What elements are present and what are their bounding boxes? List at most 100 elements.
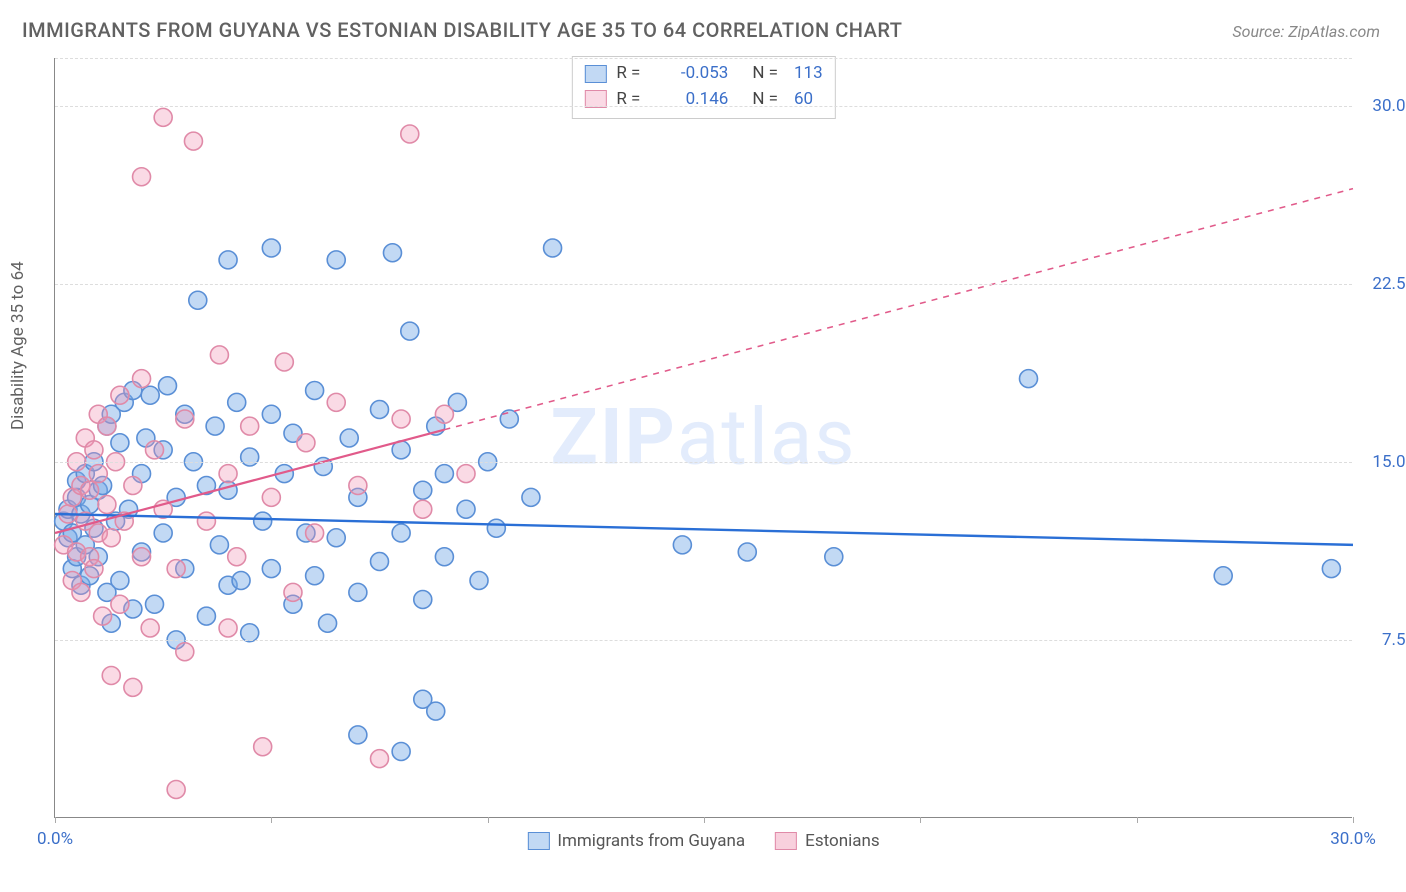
y-tick-label: 15.0% [1372,452,1406,472]
x-tick [488,817,489,823]
data-point [133,168,151,186]
x-tick-label: 0.0% [37,829,73,849]
data-point [167,560,185,578]
data-point [457,500,475,518]
data-point [176,410,194,428]
data-point [228,548,246,566]
data-point [206,417,224,435]
data-point [262,405,280,423]
data-point [158,377,176,395]
data-point [111,572,129,590]
data-point [189,291,207,309]
data-point [141,619,159,637]
gridline [55,462,1352,463]
plot-area: ZIPatlas R =-0.053N =113R =0.146N =60 Im… [54,58,1352,818]
data-point [392,524,410,542]
data-point [154,524,172,542]
data-point [141,386,159,404]
x-tick [1137,817,1138,823]
data-point [297,434,315,452]
data-point [544,239,562,257]
data-point [219,619,237,637]
x-tick [55,817,56,823]
data-point [210,346,228,364]
data-point [98,496,116,514]
data-point [262,560,280,578]
legend-item: Estonians [775,831,879,851]
data-point [487,519,505,537]
scatter-svg [55,58,1352,817]
data-point [111,595,129,613]
data-point [262,239,280,257]
data-point [522,488,540,506]
data-point [327,393,345,411]
data-point [371,401,389,419]
x-tick [271,817,272,823]
data-point [383,244,401,262]
data-point [275,353,293,371]
regression-line-dashed [444,189,1353,430]
data-point [392,410,410,428]
x-tick [1353,817,1354,823]
source-label: Source: ZipAtlas.com [1232,22,1380,41]
legend-item: Immigrants from Guyana [527,831,745,851]
x-tick-label: 30.0% [1330,829,1376,849]
data-point [124,477,142,495]
data-point [414,500,432,518]
data-point [738,543,756,561]
data-point [219,251,237,269]
data-point [133,370,151,388]
data-point [435,465,453,483]
data-point [349,477,367,495]
data-point [427,702,445,720]
data-point [89,465,107,483]
data-point [111,434,129,452]
y-tick-label: 7.5% [1382,630,1406,650]
data-point [371,553,389,571]
data-point [673,536,691,554]
data-point [825,548,843,566]
legend-label: Estonians [805,831,879,851]
data-point [111,386,129,404]
data-point [85,560,103,578]
chart-title: IMMIGRANTS FROM GUYANA VS ESTONIAN DISAB… [22,18,902,42]
data-point [435,548,453,566]
data-point [306,524,324,542]
data-point [435,405,453,423]
data-point [284,583,302,601]
data-point [72,583,90,601]
data-point [340,429,358,447]
data-point [392,743,410,761]
data-point [254,738,272,756]
data-point [401,322,419,340]
legend-swatch [775,832,797,850]
data-point [241,417,259,435]
data-point [401,125,419,143]
regression-line [55,514,1353,545]
data-point [457,465,475,483]
data-point [327,251,345,269]
legend-label: Immigrants from Guyana [557,831,745,851]
data-point [94,607,112,625]
data-point [349,583,367,601]
data-point [146,441,164,459]
data-point [254,512,272,530]
data-point [197,607,215,625]
data-point [306,567,324,585]
data-point [102,667,120,685]
y-tick-label: 30.0% [1372,96,1406,116]
gridline [55,58,1352,59]
data-point [306,382,324,400]
data-point [146,595,164,613]
x-tick [704,817,705,823]
data-point [167,781,185,799]
data-point [414,481,432,499]
data-point [81,481,99,499]
data-point [262,488,280,506]
data-point [232,572,250,590]
data-point [184,132,202,150]
data-point [1020,370,1038,388]
data-point [1322,560,1340,578]
data-point [85,441,103,459]
gridline [55,106,1352,107]
